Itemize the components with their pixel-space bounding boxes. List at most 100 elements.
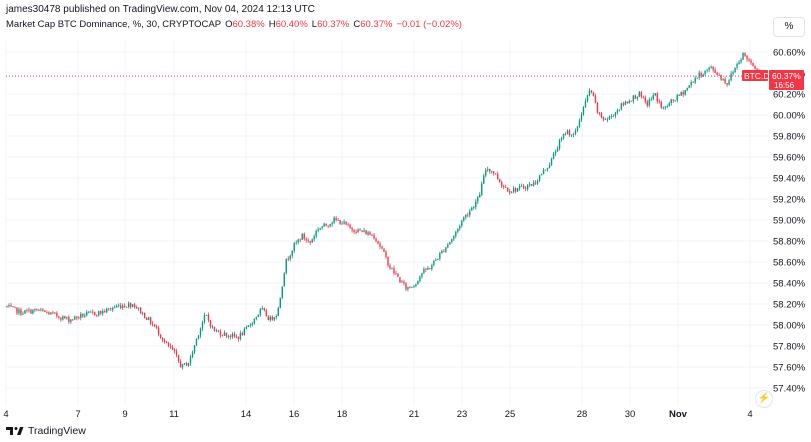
candle [331,221,333,227]
candle [604,117,607,121]
ohlc-legend: Market Cap BTC Dominance, %, 30, CRYPTOC… [6,19,462,30]
candles [6,52,764,370]
candle [421,272,423,279]
candle [171,344,174,351]
candle [646,99,649,108]
y-axis[interactable]: 60.60%60.40%60.20%60.00%59.80%59.60%59.4… [773,48,806,395]
candle [119,302,122,310]
candle [235,334,238,339]
candle [297,238,299,245]
candle [78,316,80,320]
candle [399,276,401,284]
candle [495,173,497,175]
lightning-icon[interactable]: ⚡ [755,390,773,408]
candle [371,233,373,236]
candle [556,146,559,152]
candle [588,88,591,97]
candle [121,303,124,310]
candle [630,100,633,102]
candle [247,325,250,328]
candle [582,105,585,116]
candle [323,222,325,227]
candle [209,319,212,329]
candle [712,66,714,73]
candle [325,223,327,227]
candle [40,307,42,312]
candle [594,93,597,104]
candle [700,71,702,78]
candle [333,215,335,224]
x-tick-label: 16 [289,409,300,420]
candle [375,237,377,243]
candle [538,174,541,182]
candle [123,303,126,308]
candle [510,191,513,194]
y-tick-label: 59.00% [773,216,806,227]
candle [80,311,82,321]
x-tick-label: Nov [669,409,688,420]
y-tick-label: 59.20% [773,195,806,206]
candle [483,173,485,185]
open-value: 60.38% [232,19,265,30]
candle [379,241,381,250]
candle [550,157,553,167]
candle [445,246,447,253]
candle [365,229,367,235]
candle [574,128,577,136]
candle [82,313,84,318]
candle [92,309,94,315]
candle [580,112,583,122]
x-axis[interactable]: 4 7 9 11 14 16 18 21 23 25 28 30 Nov 4 [3,409,752,420]
candle [564,132,567,136]
candle [94,311,96,316]
candle [449,241,451,245]
footer-brand[interactable]: TradingView [28,425,86,437]
candle [321,225,323,230]
candle [602,116,605,122]
candle [391,267,393,270]
candle [373,233,375,240]
candle [678,94,680,97]
candle [684,89,686,96]
candle [512,185,515,194]
candle [307,238,309,243]
price-tag: BTC.D 60.37% 16:56 [742,70,804,90]
candle [211,324,214,329]
candle [694,75,696,84]
candle [84,313,86,318]
candle [353,229,355,234]
candle [692,81,694,83]
candle [401,279,403,283]
candle [52,310,54,315]
x-tick-label: 21 [409,409,420,420]
candle [22,311,24,315]
candle [319,227,321,231]
candle [351,226,353,233]
candle [287,256,289,262]
candle [732,70,734,76]
percent-scale-button[interactable]: % [773,17,805,37]
symbol-label[interactable]: Market Cap BTC Dominance, %, 30, CRYPTOC… [6,19,222,30]
candle [560,136,563,142]
candle [724,76,726,85]
candle [672,99,674,104]
candle [255,316,258,321]
candle [219,329,222,338]
candle [744,52,746,57]
candle [498,178,501,183]
candle [233,331,236,339]
candle [30,308,32,314]
candle [58,315,60,320]
candle [185,361,188,366]
candle [125,306,128,308]
candle [203,312,206,324]
candle [315,229,317,239]
candle [397,272,399,278]
candle [566,129,569,135]
candle [118,303,120,308]
candle [127,301,130,309]
candle [403,279,405,286]
candle [473,205,475,210]
candle [161,337,164,343]
